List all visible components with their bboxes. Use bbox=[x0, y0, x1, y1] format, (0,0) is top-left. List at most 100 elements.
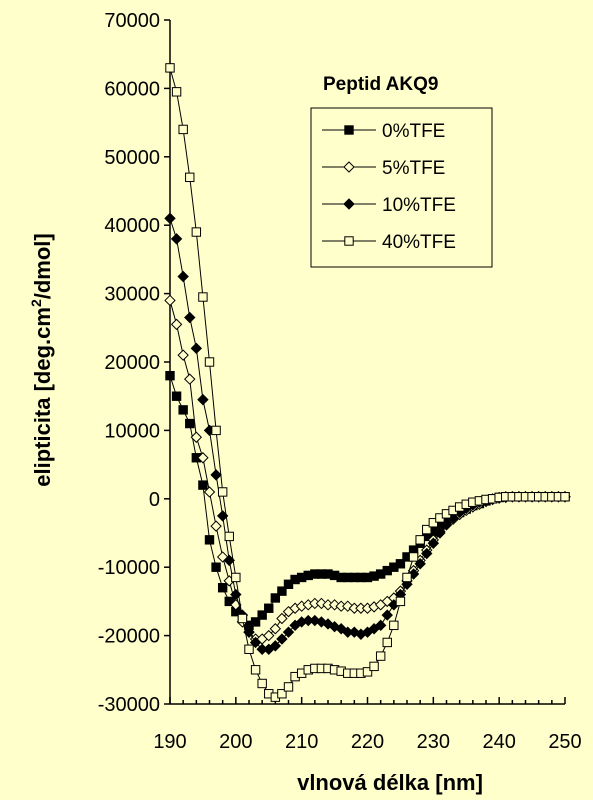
data-point bbox=[165, 63, 175, 73]
x-tick-label: 230 bbox=[417, 731, 450, 753]
legend-entry: 5%TFE bbox=[322, 158, 445, 179]
data-point bbox=[197, 393, 209, 406]
data-point bbox=[164, 212, 176, 225]
data-point bbox=[185, 418, 195, 429]
data-point bbox=[178, 405, 188, 415]
data-point bbox=[428, 518, 439, 528]
legend-marker bbox=[344, 236, 354, 246]
data-point bbox=[244, 644, 254, 654]
data-point bbox=[415, 535, 425, 545]
legend-label: 40%TFE bbox=[382, 232, 456, 253]
data-point bbox=[185, 172, 195, 183]
data-point bbox=[276, 612, 288, 625]
data-point bbox=[269, 640, 282, 652]
data-point bbox=[170, 318, 183, 331]
data-point bbox=[164, 294, 176, 307]
data-point bbox=[276, 633, 288, 645]
legend-marker bbox=[343, 198, 355, 210]
data-point bbox=[277, 689, 287, 699]
data-point bbox=[277, 586, 287, 596]
x-tick-label: 220 bbox=[351, 731, 384, 753]
x-tick-label: 200 bbox=[219, 731, 252, 753]
data-point bbox=[369, 661, 379, 672]
data-point bbox=[282, 626, 295, 638]
data-point bbox=[204, 535, 215, 545]
data-point bbox=[217, 583, 228, 593]
x-tick-label: 240 bbox=[482, 731, 515, 753]
legend-title: Peptid AKQ9 bbox=[323, 74, 438, 95]
legend-entries: 0%TFE 5%TFE 10%TFE 40%TFE bbox=[322, 121, 456, 253]
legend-marker bbox=[343, 161, 355, 173]
data-point bbox=[283, 579, 294, 589]
series-group bbox=[164, 63, 571, 702]
data-point bbox=[197, 452, 209, 464]
y-tick-label: 70000 bbox=[104, 10, 160, 32]
data-point bbox=[283, 682, 294, 692]
data-point bbox=[210, 520, 222, 532]
y-tick-label: 0 bbox=[149, 489, 160, 511]
data-point bbox=[250, 617, 261, 627]
data-point bbox=[170, 233, 183, 245]
data-point bbox=[427, 537, 440, 549]
data-point bbox=[198, 480, 208, 490]
y-axis-title-main: elipticita [deg.cm bbox=[30, 307, 55, 487]
legend-entry: 40%TFE bbox=[322, 232, 456, 253]
data-point bbox=[178, 124, 188, 135]
data-point bbox=[375, 651, 386, 661]
data-point bbox=[165, 370, 175, 381]
y-tick-label: -10000 bbox=[98, 557, 160, 579]
data-point bbox=[237, 613, 248, 624]
data-point bbox=[171, 87, 182, 97]
y-ticks: -30000 -20000 -10000 0 10000 20000 30000 40000 5… bbox=[98, 10, 170, 716]
data-point bbox=[243, 626, 255, 638]
data-point bbox=[395, 559, 406, 569]
legend-label: 5%TFE bbox=[382, 158, 445, 179]
data-point bbox=[402, 572, 412, 583]
y-axis-title-superscript: 2 bbox=[28, 299, 44, 307]
x-tick-label: 190 bbox=[153, 731, 186, 753]
legend-marker bbox=[344, 125, 354, 135]
legend-label: 10%TFE bbox=[382, 195, 456, 216]
data-point bbox=[264, 603, 274, 613]
data-point bbox=[224, 531, 234, 542]
data-point bbox=[257, 610, 267, 620]
x-ticks: 190 200 210 220 230 240 250 bbox=[153, 697, 582, 753]
legend-box bbox=[310, 107, 493, 268]
data-point bbox=[381, 609, 393, 621]
data-point bbox=[362, 667, 373, 677]
data-point bbox=[184, 311, 196, 324]
data-point bbox=[191, 227, 202, 237]
data-point bbox=[422, 524, 432, 535]
legend-label: 0%TFE bbox=[382, 121, 445, 142]
data-point bbox=[210, 469, 222, 481]
data-point bbox=[198, 292, 208, 302]
data-point bbox=[389, 620, 399, 631]
data-point bbox=[224, 596, 234, 607]
data-point bbox=[177, 270, 189, 283]
data-point bbox=[190, 431, 203, 443]
data-point bbox=[231, 572, 241, 583]
data-point bbox=[204, 357, 215, 367]
data-point bbox=[395, 596, 406, 607]
y-tick-label: 30000 bbox=[104, 284, 160, 306]
data-point bbox=[190, 342, 203, 355]
data-point bbox=[434, 527, 446, 539]
y-tick-label: -30000 bbox=[98, 694, 160, 716]
data-point bbox=[211, 425, 221, 436]
data-point bbox=[421, 547, 433, 560]
data-point bbox=[171, 391, 182, 401]
data-point bbox=[217, 487, 228, 497]
data-point bbox=[382, 637, 392, 648]
legend-entry: 0%TFE bbox=[322, 121, 445, 142]
y-axis-title-end: /dmol] bbox=[30, 233, 55, 299]
data-point bbox=[269, 623, 282, 635]
y-tick-label: 50000 bbox=[104, 147, 160, 169]
y-tick-label: -20000 bbox=[98, 626, 160, 648]
data-point bbox=[250, 665, 261, 675]
y-tick-label: 10000 bbox=[104, 420, 160, 442]
x-axis-title: vlnová délka [nm] bbox=[297, 770, 483, 795]
legend: Peptid AKQ9 0%TFE 5%TFE 10%TFE 40%TFE bbox=[310, 74, 493, 268]
data-point bbox=[560, 492, 570, 502]
legend-entry: 10%TFE bbox=[322, 195, 456, 216]
